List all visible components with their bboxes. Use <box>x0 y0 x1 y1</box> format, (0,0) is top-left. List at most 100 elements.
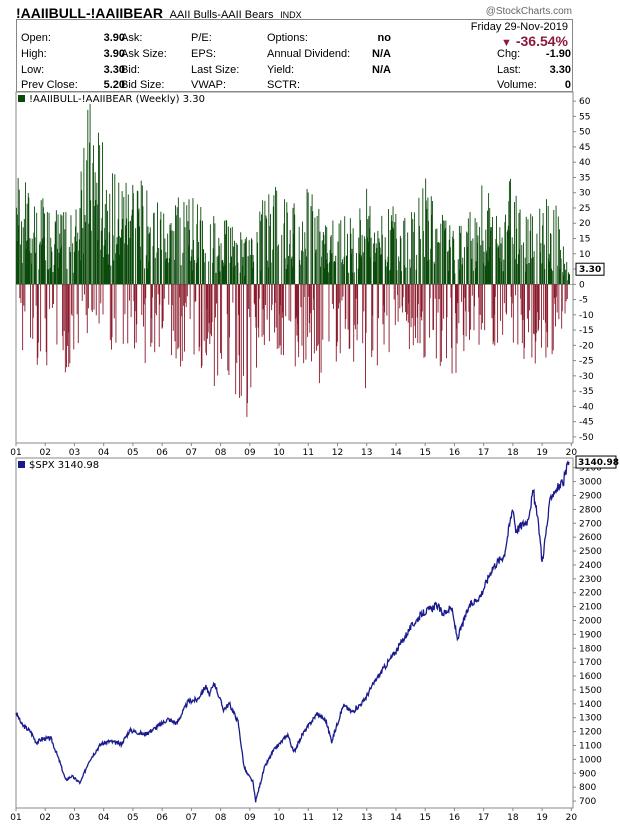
bear-bar <box>468 284 470 313</box>
bear-bar <box>419 284 421 344</box>
bear-bar <box>457 284 459 304</box>
bear-bar <box>184 284 185 352</box>
bull-bar <box>157 202 158 285</box>
bear-bar <box>152 284 153 298</box>
bull-bar <box>430 196 432 285</box>
bear-bar <box>434 284 436 299</box>
y-tick-label: 1200 <box>579 728 602 738</box>
quote-value: 5.20 <box>103 79 125 91</box>
bear-bar <box>415 284 416 339</box>
y-tick-label: 1500 <box>579 686 602 696</box>
bull-bar <box>159 219 161 285</box>
bear-bar <box>155 284 157 316</box>
quote-label: Options: <box>267 32 308 44</box>
bear-bar <box>262 284 264 310</box>
bull-bar <box>500 243 502 285</box>
bull-bar <box>96 182 98 285</box>
bull-bar <box>359 208 361 285</box>
bull-bar <box>325 225 327 285</box>
bear-bar <box>543 284 545 320</box>
bear-bar <box>443 284 445 319</box>
bear-bar <box>478 284 480 345</box>
bear-bar <box>145 284 147 299</box>
bull-bar <box>126 218 128 285</box>
bull-bar <box>418 197 420 285</box>
bull-bar <box>547 205 549 285</box>
bull-bar <box>337 241 339 285</box>
bear-bar <box>458 284 460 324</box>
bull-bar <box>475 261 477 285</box>
bull-bar <box>413 212 415 285</box>
bear-bar <box>497 284 499 343</box>
bear-bar <box>257 284 259 328</box>
bear-bar <box>421 284 423 312</box>
bull-bar <box>300 250 302 285</box>
bull-bar <box>368 228 370 285</box>
bear-bar <box>87 284 89 309</box>
bear-bar <box>451 284 452 348</box>
bear-bar <box>365 284 366 389</box>
bull-bar <box>73 251 75 285</box>
bull-bars <box>16 103 569 285</box>
bull-bar <box>218 237 220 285</box>
bull-bar <box>310 206 312 285</box>
bear-bar <box>318 284 320 384</box>
bull-bar <box>356 253 357 285</box>
bear-bar <box>320 284 322 373</box>
bull-bar <box>540 243 542 285</box>
bear-bar <box>45 284 47 353</box>
bull-bar <box>435 229 437 285</box>
bull-bar <box>117 244 119 285</box>
bull-bar <box>498 245 500 285</box>
bear-bar <box>256 284 257 368</box>
bull-bar <box>307 192 309 285</box>
bull-bar <box>346 256 348 285</box>
bear-bar <box>408 284 410 350</box>
bear-bar <box>258 284 260 338</box>
bull-bar <box>434 263 436 285</box>
bull-bar <box>318 208 320 285</box>
bull-bar <box>231 226 233 285</box>
bull-bar <box>188 245 189 285</box>
bull-bar <box>40 200 42 285</box>
bull-bar <box>489 208 491 285</box>
bear-bar <box>294 284 296 367</box>
quote-label: EPS: <box>191 48 217 60</box>
bull-bar <box>99 249 101 285</box>
bull-bar <box>232 246 234 285</box>
bull-bar <box>563 275 565 285</box>
bull-bar <box>17 214 19 285</box>
bear-bar <box>535 284 537 342</box>
quote-value: 3.90 <box>103 32 125 44</box>
bull-bar <box>197 258 199 285</box>
bear-bar <box>469 284 470 340</box>
bear-bar <box>263 284 265 346</box>
x-tick-label: 14 <box>390 813 402 823</box>
bear-bar <box>357 284 359 325</box>
bull-bar <box>425 200 427 285</box>
bull-bar <box>557 216 559 285</box>
bear-bar <box>193 284 195 355</box>
bull-bar <box>218 245 220 285</box>
bull-bar <box>321 240 323 285</box>
y-tick-label: -5 <box>579 296 588 306</box>
bull-bar <box>57 248 58 285</box>
bull-bar <box>152 246 154 285</box>
bull-bar <box>475 268 477 285</box>
y-tick-label: 2000 <box>579 617 602 627</box>
bull-bar <box>119 254 121 285</box>
bull-bar <box>230 227 232 285</box>
bear-bar <box>128 284 130 301</box>
x-tick-label: 12 <box>332 813 343 823</box>
y-tick-label: 1600 <box>579 672 602 682</box>
bull-bar <box>438 242 440 285</box>
bull-bar <box>183 201 185 285</box>
bull-bar <box>555 205 557 285</box>
bear-bar <box>37 284 39 343</box>
bull-bar <box>129 237 131 285</box>
bull-bar <box>507 225 509 285</box>
bull-bar <box>121 229 123 285</box>
bull-bar <box>524 257 526 285</box>
bear-bar <box>429 284 431 299</box>
bull-bar <box>515 195 517 285</box>
